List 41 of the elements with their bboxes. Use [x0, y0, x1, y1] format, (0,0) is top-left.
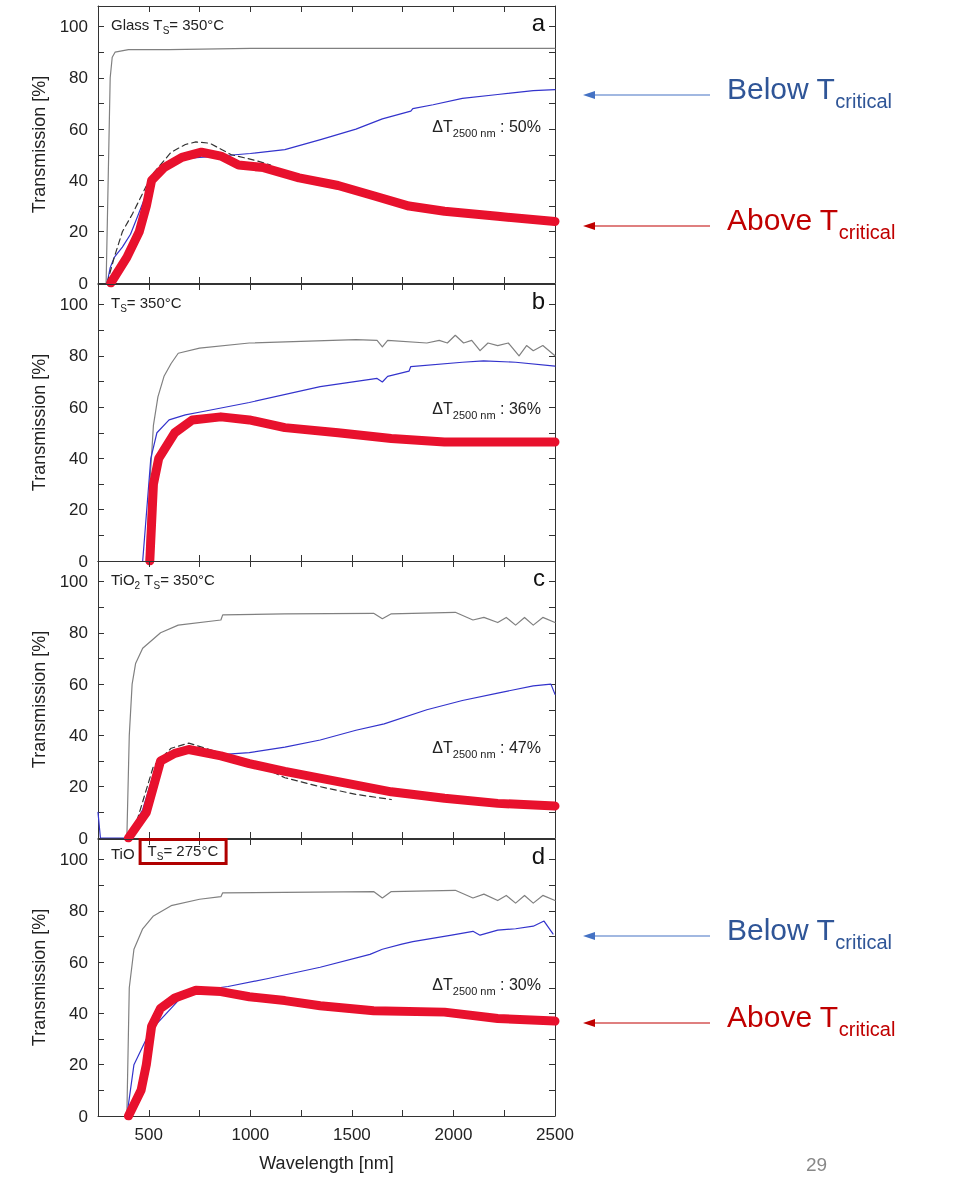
y-tick-label: 40	[69, 1003, 88, 1023]
y-tick-label: 20	[69, 777, 88, 797]
y-axis-title: Transmission [%]	[29, 630, 49, 769]
y-tick-label: 60	[69, 119, 88, 139]
y-tick-label: 100	[59, 849, 88, 869]
y-axis-title: Transmission [%]	[29, 353, 49, 491]
x-tick-label: 1500	[332, 1124, 371, 1144]
y-tick-label: 40	[69, 725, 88, 745]
y-tick-label: 100	[59, 294, 88, 314]
annotation: a	[531, 8, 546, 36]
y-tick-label: 60	[69, 397, 88, 417]
y-tick-label: 0	[78, 828, 88, 848]
y-tick-label: 0	[78, 1106, 88, 1125]
y-tick-label: 80	[69, 623, 88, 643]
chart-title: TiO	[111, 844, 135, 862]
y-axis-title: Transmission [%]	[29, 908, 49, 1046]
x-tick-label: 2500	[536, 1124, 574, 1144]
y-tick-label: 20	[69, 222, 88, 242]
annotation: c	[533, 563, 545, 591]
y-tick-label: 100	[59, 17, 88, 37]
x-tick-label: 500	[134, 1124, 163, 1144]
y-tick-label: 40	[69, 170, 88, 190]
y-tick-label: 60	[69, 952, 88, 972]
annotation: b	[531, 286, 546, 313]
y-tick-label: 80	[69, 68, 88, 88]
y-tick-label: 60	[69, 674, 88, 694]
y-tick-label: 40	[69, 448, 88, 468]
x-tick-label: 1000	[231, 1124, 270, 1144]
y-tick-label: 20	[69, 499, 88, 519]
y-tick-label: 80	[69, 900, 88, 920]
annotation: d	[531, 841, 546, 868]
line-series	[105, 47, 556, 284]
y-axis-title: Transmission [%]	[29, 75, 49, 214]
y-tick-label: 80	[69, 345, 88, 365]
text: 29	[806, 1153, 828, 1174]
x-tick-label: 2000	[434, 1124, 473, 1144]
y-tick-label: 20	[69, 1054, 88, 1074]
y-tick-label: 0	[78, 551, 88, 570]
x-axis-title: Wavelength [nm]	[259, 1152, 394, 1173]
y-tick-label: 0	[78, 273, 88, 293]
y-tick-label: 100	[59, 572, 88, 592]
